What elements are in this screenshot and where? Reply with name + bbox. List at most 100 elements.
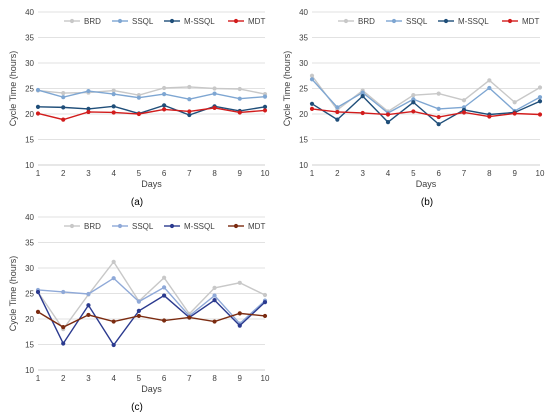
legend-label: MDT [248,222,265,231]
x-tick-label: 4 [111,169,116,178]
data-point-ssql [136,299,141,304]
y-tick-label: 20 [25,110,34,119]
data-point-brd [436,91,441,96]
data-point-mdt [187,315,192,320]
data-point-m-ssql [136,308,141,313]
data-point-m-ssql [212,298,217,303]
data-point-ssql [436,106,441,111]
data-point-brd [309,73,315,78]
data-point-mdt [385,112,391,117]
legend-label: MDT [522,17,539,26]
y-tick-label: 20 [25,315,34,324]
data-point-mdt [136,313,141,319]
legend-label: M-SSQL [184,17,215,26]
series-line-mdt [37,311,266,328]
x-tick-label: 9 [238,169,243,178]
legend-marker [233,18,239,24]
x-tick-label: 7 [462,169,467,178]
x-axis-label: Days [141,384,162,394]
x-tick-label: 4 [386,169,391,178]
chart-panel-a: 10 15 20 25 30 35 40 1 2 3 4 5 6 7 8 9 10 Days Cycle Time … [8,8,270,189]
x-tick-label: 8 [212,374,217,383]
x-axis-label: Days [141,179,162,189]
x-tick-label: 1 [310,169,315,178]
data-point-mdt [162,318,167,323]
data-point-mdt [35,111,41,116]
y-tick-label: 25 [25,290,34,299]
x-tick-label: 10 [536,169,545,178]
data-point-m-ssql [111,342,116,348]
data-point-ssql [411,97,416,102]
data-point-ssql [335,105,340,110]
legend-label: SSQL [406,17,428,26]
y-tick-label: 35 [25,239,34,248]
y-tick-label: 10 [299,161,308,170]
y-tick-label: 25 [25,85,34,94]
x-tick-label: 7 [187,374,192,383]
data-point-mdt [461,110,467,115]
legend-marker [117,223,123,229]
legend-marker [507,18,513,24]
series-line-m-ssql [37,291,266,347]
data-point-ssql [162,92,167,97]
chart-panel-b: 10 15 20 25 30 35 40 1 2 3 4 5 6 7 8 9 10 Days Cycle Time … [282,8,545,189]
data-point-ssql [111,92,116,97]
data-point-mdt [360,110,365,116]
x-tick-label: 3 [86,374,91,383]
legend-label: MDT [248,17,265,26]
x-tick-label: 4 [111,374,116,383]
x-tick-label: 9 [238,374,243,383]
data-point-ssql [86,291,91,297]
data-point-ssql [61,95,66,100]
data-point-brd [411,93,416,98]
data-point-mdt [111,319,116,324]
x-tick-label: 8 [487,169,492,178]
x-tick-label: 2 [61,374,66,383]
x-tick-label: 6 [436,169,441,178]
panel-label-c: (c) [131,402,143,413]
data-point-ssql [61,289,66,295]
data-point-mdt [411,109,416,114]
data-point-m-ssql [187,112,192,118]
data-point-mdt [86,109,91,115]
x-tick-label: 7 [187,169,192,178]
data-point-brd [212,285,217,290]
panel-label-a: (a) [131,197,143,208]
data-point-mdt [35,309,41,314]
legend-marker [117,18,123,24]
x-tick-label: 8 [212,169,217,178]
data-point-brd [237,280,242,285]
y-tick-label: 30 [25,59,34,68]
series-line-brd [37,260,266,331]
chart-panel-c: 10 15 20 25 30 35 40 1 2 3 4 5 6 7 8 9 10 Days Cycle Time … [8,213,270,394]
legend-marker [169,18,175,24]
legend-marker [69,223,75,229]
x-axis-label: Days [416,179,437,189]
data-point-ssql [212,91,217,96]
legend-marker [343,18,349,24]
data-point-m-ssql [411,100,416,105]
data-point-brd [487,78,492,83]
data-point-mdt [111,110,116,115]
legend-label: BRD [84,222,101,231]
series-line-ssql [311,78,541,114]
data-point-mdt [487,114,492,119]
legend-marker [443,18,449,24]
x-tick-label: 3 [360,169,365,178]
data-point-ssql [212,293,217,298]
data-point-mdt [61,117,66,122]
y-tick-label: 15 [25,136,34,145]
data-point-m-ssql [35,104,41,109]
data-point-mdt [136,111,141,117]
data-point-m-ssql [86,106,91,111]
legend-label: BRD [84,17,101,26]
x-tick-label: 1 [36,169,41,178]
series-line-brd [311,75,541,113]
data-point-mdt [187,109,192,114]
data-point-brd [212,86,217,91]
data-point-ssql [309,77,315,82]
panel-label-b: (b) [421,197,433,208]
legend-marker [391,18,397,24]
y-tick-label: 10 [25,161,34,170]
data-point-brd [237,86,242,92]
